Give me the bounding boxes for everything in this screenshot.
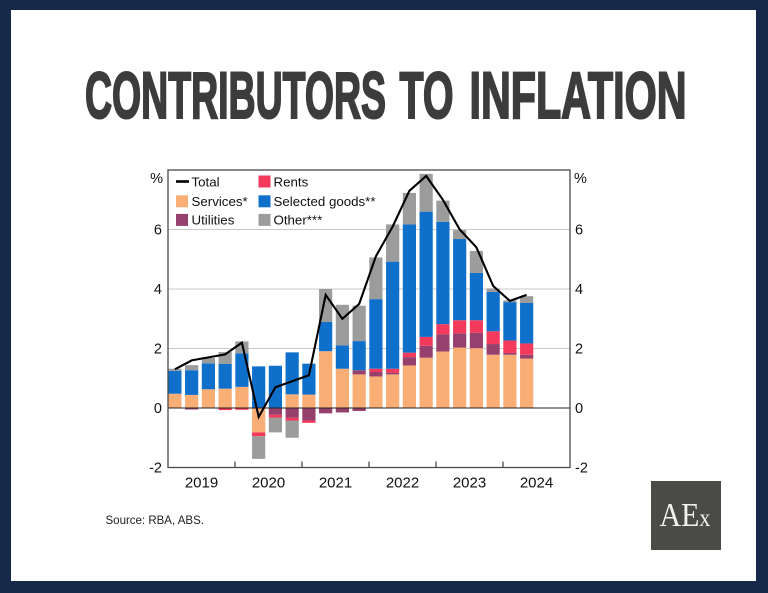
svg-text:2023: 2023 bbox=[453, 475, 486, 492]
svg-text:Services*: Services* bbox=[192, 194, 248, 209]
svg-text:2: 2 bbox=[154, 342, 162, 358]
svg-text:2022: 2022 bbox=[386, 475, 419, 492]
svg-text:-2: -2 bbox=[149, 461, 162, 477]
svg-text:2020: 2020 bbox=[252, 475, 285, 492]
svg-text:Source: RBA, ABS.: Source: RBA, ABS. bbox=[106, 515, 204, 527]
svg-text:2: 2 bbox=[575, 342, 583, 358]
svg-text:6: 6 bbox=[154, 223, 162, 239]
svg-text:2021: 2021 bbox=[319, 475, 352, 492]
svg-text:0: 0 bbox=[575, 401, 583, 417]
svg-text:2019: 2019 bbox=[185, 475, 218, 492]
svg-text:0: 0 bbox=[154, 401, 162, 417]
svg-text:2024: 2024 bbox=[520, 475, 553, 492]
svg-text:INFLATION: INFLATION bbox=[470, 58, 687, 132]
svg-text:Utilities: Utilities bbox=[192, 213, 235, 228]
svg-text:TO: TO bbox=[400, 58, 454, 132]
svg-text:CONTRIBUTORS: CONTRIBUTORS bbox=[85, 58, 386, 132]
svg-text:4: 4 bbox=[575, 282, 583, 298]
svg-text:%: % bbox=[150, 171, 163, 187]
svg-text:Other***: Other*** bbox=[274, 213, 323, 228]
svg-text:Rents: Rents bbox=[274, 174, 309, 189]
svg-text:6: 6 bbox=[575, 223, 583, 239]
svg-text:%: % bbox=[574, 171, 587, 187]
svg-text:-2: -2 bbox=[575, 461, 588, 477]
svg-text:Selected goods**: Selected goods** bbox=[274, 194, 376, 209]
svg-text:Total: Total bbox=[192, 174, 220, 189]
svg-text:4: 4 bbox=[154, 282, 162, 298]
